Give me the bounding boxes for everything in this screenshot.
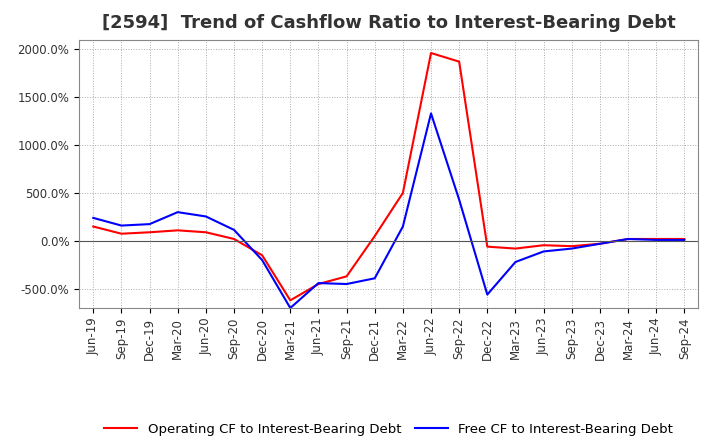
Operating CF to Interest-Bearing Debt [174, 228, 182, 233]
Free CF to Interest-Bearing Debt [145, 221, 154, 227]
Free CF to Interest-Bearing Debt [427, 111, 436, 116]
Title: [2594]  Trend of Cashflow Ratio to Interest-Bearing Debt: [2594] Trend of Cashflow Ratio to Intere… [102, 15, 675, 33]
Free CF to Interest-Bearing Debt [342, 282, 351, 287]
Free CF to Interest-Bearing Debt [511, 259, 520, 264]
Operating CF to Interest-Bearing Debt [314, 282, 323, 287]
Free CF to Interest-Bearing Debt [258, 257, 266, 263]
Free CF to Interest-Bearing Debt [652, 237, 660, 242]
Free CF to Interest-Bearing Debt [314, 280, 323, 286]
Free CF to Interest-Bearing Debt [370, 275, 379, 281]
Free CF to Interest-Bearing Debt [174, 209, 182, 215]
Free CF to Interest-Bearing Debt [595, 241, 604, 246]
Operating CF to Interest-Bearing Debt [511, 246, 520, 251]
Legend: Operating CF to Interest-Bearing Debt, Free CF to Interest-Bearing Debt: Operating CF to Interest-Bearing Debt, F… [99, 418, 678, 440]
Operating CF to Interest-Bearing Debt [230, 236, 238, 242]
Operating CF to Interest-Bearing Debt [399, 191, 408, 196]
Line: Operating CF to Interest-Bearing Debt: Operating CF to Interest-Bearing Debt [94, 53, 684, 301]
Operating CF to Interest-Bearing Debt [89, 224, 98, 229]
Free CF to Interest-Bearing Debt [567, 246, 576, 251]
Free CF to Interest-Bearing Debt [455, 197, 464, 202]
Free CF to Interest-Bearing Debt [117, 223, 126, 228]
Operating CF to Interest-Bearing Debt [342, 274, 351, 279]
Operating CF to Interest-Bearing Debt [652, 236, 660, 242]
Free CF to Interest-Bearing Debt [680, 237, 688, 242]
Operating CF to Interest-Bearing Debt [258, 253, 266, 258]
Free CF to Interest-Bearing Debt [483, 292, 492, 297]
Operating CF to Interest-Bearing Debt [370, 234, 379, 239]
Free CF to Interest-Bearing Debt [399, 224, 408, 229]
Operating CF to Interest-Bearing Debt [455, 59, 464, 64]
Operating CF to Interest-Bearing Debt [202, 230, 210, 235]
Operating CF to Interest-Bearing Debt [624, 236, 632, 242]
Free CF to Interest-Bearing Debt [202, 214, 210, 219]
Free CF to Interest-Bearing Debt [89, 215, 98, 220]
Operating CF to Interest-Bearing Debt [567, 243, 576, 249]
Operating CF to Interest-Bearing Debt [595, 241, 604, 246]
Free CF to Interest-Bearing Debt [539, 249, 548, 254]
Operating CF to Interest-Bearing Debt [117, 231, 126, 236]
Free CF to Interest-Bearing Debt [286, 305, 294, 311]
Operating CF to Interest-Bearing Debt [539, 242, 548, 248]
Operating CF to Interest-Bearing Debt [483, 244, 492, 249]
Operating CF to Interest-Bearing Debt [680, 236, 688, 242]
Line: Free CF to Interest-Bearing Debt: Free CF to Interest-Bearing Debt [94, 114, 684, 308]
Operating CF to Interest-Bearing Debt [145, 230, 154, 235]
Free CF to Interest-Bearing Debt [230, 227, 238, 232]
Free CF to Interest-Bearing Debt [624, 236, 632, 242]
Operating CF to Interest-Bearing Debt [427, 50, 436, 55]
Operating CF to Interest-Bearing Debt [286, 298, 294, 303]
